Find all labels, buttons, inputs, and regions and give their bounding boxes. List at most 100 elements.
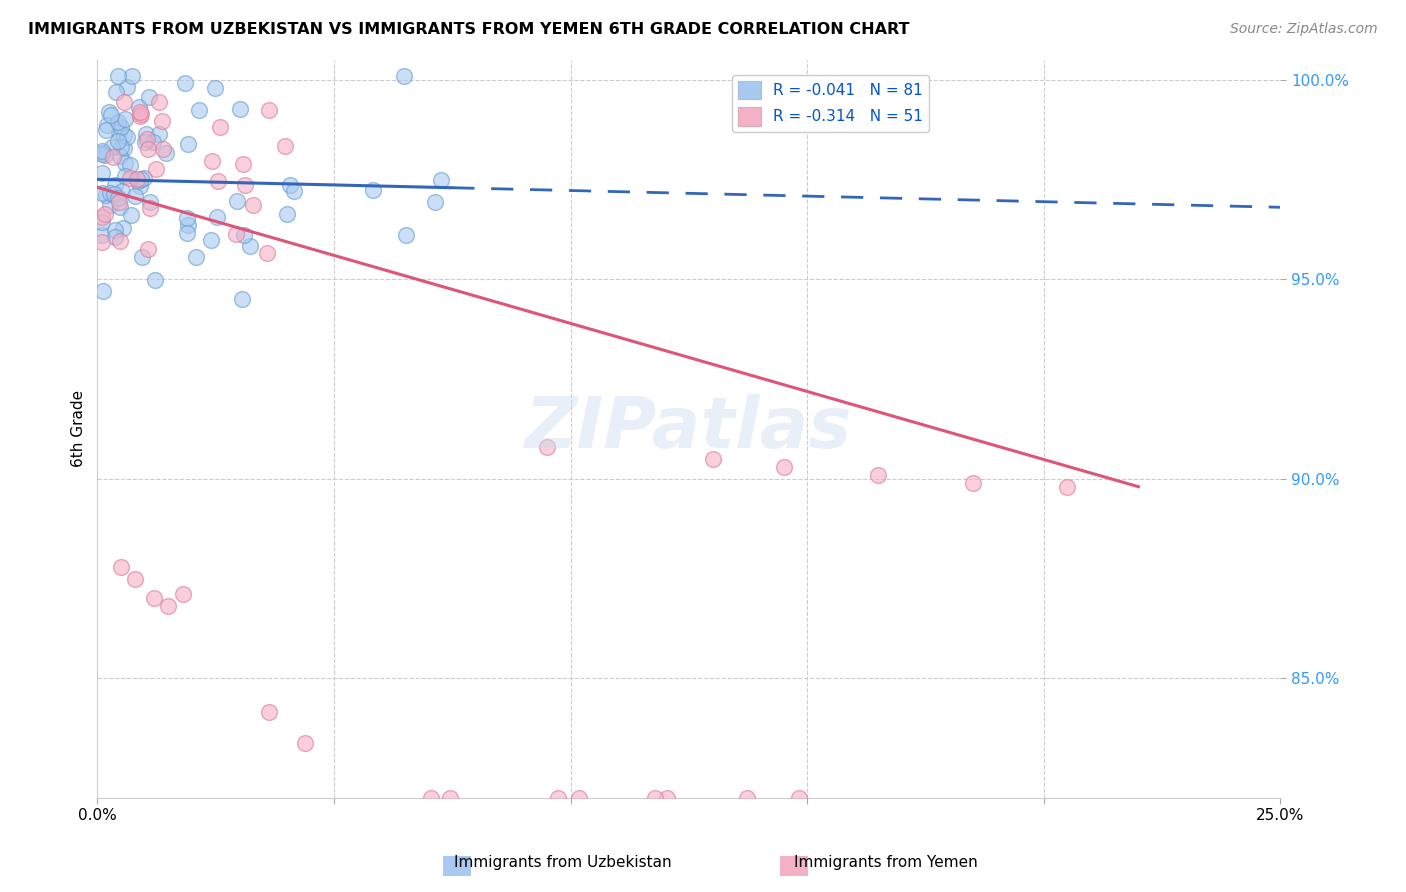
Point <box>176 226 198 240</box>
Point <box>129 179 152 194</box>
Point <box>94 123 117 137</box>
Text: Source: ZipAtlas.com: Source: ZipAtlas.com <box>1230 22 1378 37</box>
Point <box>121 69 143 83</box>
Point <box>96 118 118 132</box>
Point <box>187 103 209 117</box>
Point <box>118 158 141 172</box>
Point <box>568 791 591 805</box>
Point <box>233 178 256 193</box>
Point <box>127 173 149 187</box>
Point <box>91 214 114 228</box>
Point <box>124 189 146 203</box>
Point <box>772 459 794 474</box>
Point <box>108 124 131 138</box>
Point <box>112 128 135 143</box>
Point <box>129 107 152 121</box>
Point <box>735 791 758 805</box>
Legend: R = -0.041   N = 81, R = -0.314   N = 51: R = -0.041 N = 81, R = -0.314 N = 51 <box>733 75 929 132</box>
Point <box>103 150 125 164</box>
Point <box>91 228 114 243</box>
Point <box>104 178 127 192</box>
Point <box>103 187 125 202</box>
Point <box>125 171 148 186</box>
Point <box>104 85 127 99</box>
Point <box>273 138 295 153</box>
Point <box>536 440 558 454</box>
Point <box>148 128 170 142</box>
Point <box>644 791 666 805</box>
Point <box>257 103 280 118</box>
Point <box>177 136 200 151</box>
Point <box>96 188 118 202</box>
Point <box>143 591 166 606</box>
Point <box>702 451 724 466</box>
Point <box>419 791 441 805</box>
Point <box>395 227 418 242</box>
Point <box>115 80 138 95</box>
Point <box>205 211 228 225</box>
Point <box>135 128 157 142</box>
Point <box>142 135 165 149</box>
Point <box>177 218 200 232</box>
Point <box>91 147 114 161</box>
Point <box>184 250 207 264</box>
Point <box>112 95 135 110</box>
Point <box>226 194 249 208</box>
Point <box>91 186 114 200</box>
Point <box>91 146 114 161</box>
Text: IMMIGRANTS FROM UZBEKISTAN VS IMMIGRANTS FROM YEMEN 6TH GRADE CORRELATION CHART: IMMIGRANTS FROM UZBEKISTAN VS IMMIGRANTS… <box>28 22 910 37</box>
Point <box>108 234 131 248</box>
Point <box>294 736 316 750</box>
Point <box>430 173 453 187</box>
Point <box>174 76 197 90</box>
Point <box>155 145 177 160</box>
Point <box>152 142 174 156</box>
Point <box>104 223 127 237</box>
Point <box>176 211 198 226</box>
Point <box>98 105 121 120</box>
Point <box>172 587 194 601</box>
Point <box>204 81 226 95</box>
Text: Immigrants from Yemen: Immigrants from Yemen <box>794 855 977 870</box>
Text: Immigrants from Uzbekistan: Immigrants from Uzbekistan <box>454 855 671 870</box>
Point <box>104 230 127 244</box>
Point <box>112 141 135 155</box>
Point <box>129 172 152 186</box>
Point <box>91 210 114 224</box>
Point <box>201 154 224 169</box>
Point <box>139 194 162 209</box>
Point <box>962 475 984 490</box>
Point <box>657 791 679 805</box>
Point <box>148 95 170 109</box>
Point <box>108 200 131 214</box>
Y-axis label: 6th Grade: 6th Grade <box>72 391 86 467</box>
Point <box>129 105 152 120</box>
Point <box>283 184 305 198</box>
Point <box>111 184 134 198</box>
Point <box>100 140 122 154</box>
Point <box>91 235 114 249</box>
Point <box>136 142 159 156</box>
Point <box>91 165 114 179</box>
Point <box>232 157 254 171</box>
Point <box>129 109 152 123</box>
Point <box>94 148 117 162</box>
Point <box>120 171 142 186</box>
Point <box>439 791 461 805</box>
Point <box>157 599 180 614</box>
Point <box>107 114 129 128</box>
Point <box>239 239 262 253</box>
Point <box>547 791 569 805</box>
Point <box>91 284 114 298</box>
Point <box>143 272 166 286</box>
Point <box>278 178 301 193</box>
Point <box>108 149 131 163</box>
Point <box>208 120 231 134</box>
Point <box>110 120 132 135</box>
Point <box>392 69 415 83</box>
Point <box>136 132 159 146</box>
Point <box>111 220 134 235</box>
Point <box>110 559 132 574</box>
Point <box>276 207 298 221</box>
Point <box>117 130 139 145</box>
